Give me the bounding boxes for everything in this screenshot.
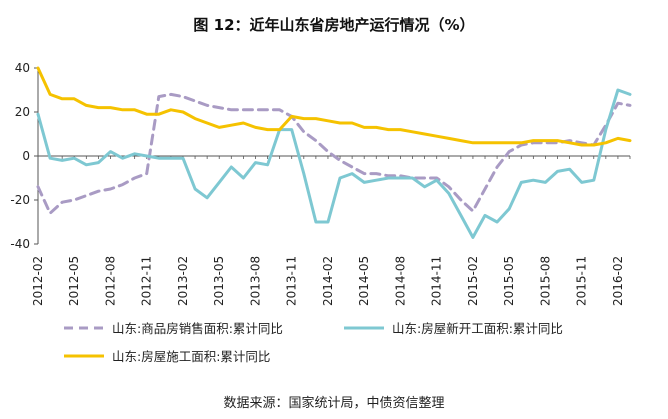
legend-item-sales: 山东:商品房销售面积:累计同比: [62, 318, 283, 337]
y-tick-label: 0: [22, 149, 30, 163]
y-tick-label: 20: [15, 105, 30, 119]
x-tick-label: 2012-08: [103, 256, 117, 306]
legend-swatch-under-construction: [64, 354, 104, 357]
x-tick-label: 2015-08: [538, 256, 552, 306]
x-tick-label: 2014-08: [393, 256, 407, 306]
x-tick-label: 2012-05: [67, 256, 81, 306]
x-tick-label: 2015-05: [502, 256, 516, 306]
x-tick-label: 2013-02: [176, 256, 190, 306]
legend-swatch-sales: [64, 326, 104, 329]
x-tick-label: 2013-05: [212, 256, 226, 306]
legend-item-under-construction: 山东:房屋施工面积:累计同比: [62, 346, 270, 365]
source-note: 数据来源：国家统计局，中债资信整理: [223, 396, 445, 411]
series-line-0: [36, 92, 632, 215]
x-tick-label: 2014-11: [430, 256, 444, 306]
x-tick-label: 2014-02: [321, 256, 335, 306]
y-tick-label: 40: [15, 61, 30, 75]
legend-label-under-construction: 山东:房屋施工面积:累计同比: [112, 349, 271, 364]
legend-label-sales: 山东:商品房销售面积:累计同比: [112, 321, 283, 336]
x-tick-label: 2015-11: [575, 256, 589, 306]
labels-layer: -40 -20 0 20 40 2012-02 2012-05 2012-08 2012-11 2…: [10, 61, 625, 306]
legend-item-new-construction: 山东:房屋新开工面积:累计同比: [342, 318, 563, 337]
legend-swatch-new-construction: [344, 326, 384, 329]
x-tick-label: 2016-02: [611, 256, 625, 306]
y-tick-label: -20: [10, 193, 30, 207]
series-line-2: [36, 66, 632, 147]
x-tick-label: 2013-08: [248, 256, 262, 306]
chart-title: 图 12：近年山东省房地产运行情况（%）: [193, 16, 475, 34]
series-layer: [36, 66, 632, 239]
x-tick-label: 2013-11: [285, 256, 299, 306]
x-tick-label: 2014-05: [357, 256, 371, 306]
series-line-1: [36, 88, 632, 239]
x-tick-label: 2012-11: [140, 256, 154, 306]
legend-label-new-construction: 山东:房屋新开工面积:累计同比: [392, 321, 563, 336]
x-tick-label: 2012-02: [31, 256, 45, 306]
x-tick-label: 2015-02: [466, 256, 480, 306]
y-tick-label: -40: [10, 237, 30, 251]
